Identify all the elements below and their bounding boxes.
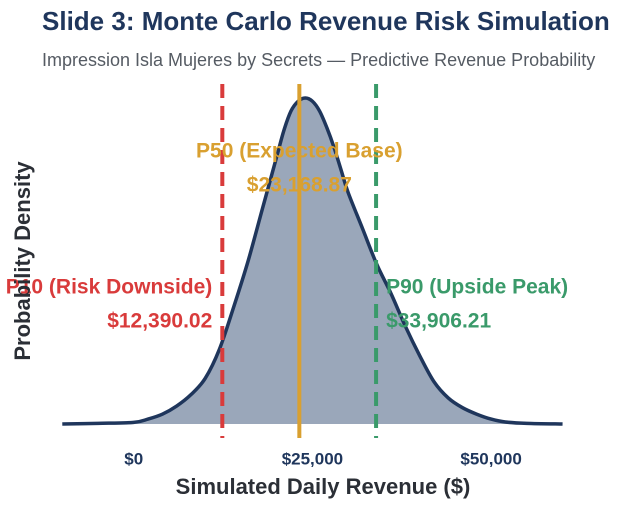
- chart-title: Slide 3: Monte Carlo Revenue Risk Simula…: [42, 6, 610, 36]
- p10-value-label: $12,390.02: [107, 310, 212, 333]
- p50-label: P50 (Expected Base): [196, 140, 403, 163]
- p50-value-label: $23,168.87: [247, 174, 352, 197]
- density-curve-line: [62, 96, 563, 426]
- x-tick-label: $0: [124, 449, 143, 468]
- x-tick-label: $25,000: [282, 449, 343, 468]
- x-axis-label: Simulated Daily Revenue ($): [176, 474, 471, 499]
- density-area-fill: [62, 98, 563, 424]
- p90-label: P90 (Upside Peak): [386, 276, 568, 299]
- x-tick-label: $50,000: [460, 449, 521, 468]
- chart-subtitle: Impression Isla Mujeres by Secrets — Pre…: [42, 50, 596, 70]
- p10-label: P10 (Risk Downside): [6, 276, 213, 299]
- p90-value-label: $33,906.21: [386, 310, 491, 333]
- y-axis-label: Probability Density: [10, 161, 35, 361]
